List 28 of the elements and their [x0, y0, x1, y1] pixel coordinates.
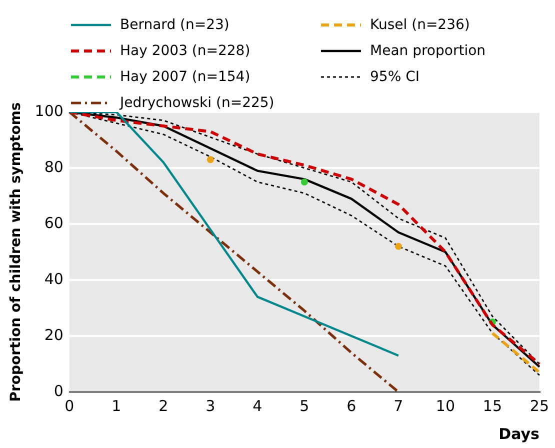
x-tick-label: 1: [112, 396, 122, 415]
y-tick-label: 0: [54, 382, 64, 400]
point: [394, 242, 402, 250]
x-tick-label: 10: [436, 396, 455, 415]
y-tick-label: 40: [44, 270, 64, 288]
y-tick-label: 80: [44, 158, 64, 176]
x-axis-title: Days: [498, 424, 540, 443]
legend-label: Hay 2003 (n=228): [120, 43, 250, 59]
legend-label: Bernard (n=23): [120, 17, 230, 33]
x-tick-label: 25: [530, 396, 550, 415]
y-tick-label: 60: [44, 214, 64, 232]
legend-label: Mean proportion: [370, 43, 486, 59]
x-tick-label: 7: [394, 396, 404, 415]
x-tick-label: 6: [346, 396, 356, 415]
x-tick-label: 2: [158, 396, 168, 415]
point: [300, 178, 308, 186]
x-tick-label: 3: [206, 396, 216, 415]
y-tick-label: 20: [44, 326, 64, 344]
y-tick-label: 100: [34, 102, 64, 120]
legend-label: Hay 2007 (n=154): [120, 69, 250, 85]
x-tick-label: 5: [300, 396, 310, 415]
legend-label: 95% CI: [370, 69, 420, 85]
x-tick-label: 15: [482, 396, 502, 415]
legend-label: Kusel (n=236): [370, 17, 470, 33]
x-tick-label: 4: [252, 396, 262, 415]
legend-label: Jedrychowski (n=225): [120, 95, 274, 111]
point: [206, 156, 214, 164]
y-axis-title: Proportion of children with symptoms: [8, 102, 24, 402]
